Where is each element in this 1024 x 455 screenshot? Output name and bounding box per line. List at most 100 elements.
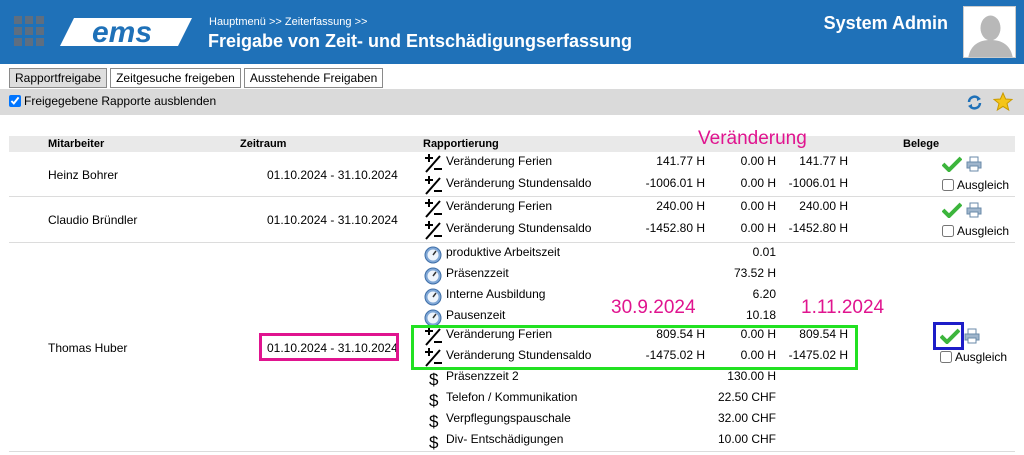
employee-name[interactable]: Thomas Huber bbox=[48, 341, 128, 355]
report-line: Interne Ausbildung 6.20 bbox=[420, 285, 860, 306]
line-label: Telefon / Kommunikation bbox=[446, 390, 578, 404]
print-icon[interactable] bbox=[964, 328, 980, 344]
ausgleich-option[interactable]: Ausgleich bbox=[940, 350, 1007, 364]
report-line: $ Verpflegungspauschale 32.00 CHF bbox=[420, 409, 860, 430]
breadcrumb-time-tracking[interactable]: Zeiterfassung bbox=[284, 16, 352, 28]
tab-ausstehende-freigaben[interactable]: Ausstehende Freigaben bbox=[243, 68, 384, 88]
value-end: 809.54 H bbox=[799, 327, 848, 341]
ausgleich-label: Ausgleich bbox=[955, 350, 1008, 364]
breadcrumb-main-menu[interactable]: Hauptmenü bbox=[209, 16, 266, 28]
column-header-period[interactable]: Zeitraum bbox=[240, 138, 287, 150]
highlight-period-box bbox=[259, 333, 399, 361]
app-header: ems Hauptmenü >> Zeiterfassung >> Freiga… bbox=[0, 0, 1024, 64]
plus-minus-icon bbox=[425, 221, 442, 240]
annotation-date-to: 1.11.2024 bbox=[801, 297, 885, 318]
value-start: -1452.80 H bbox=[645, 221, 705, 235]
value-start: -1475.02 H bbox=[645, 348, 705, 362]
breadcrumb: Hauptmenü >> Zeiterfassung >> bbox=[209, 16, 367, 28]
approve-check-icon[interactable] bbox=[942, 156, 962, 172]
column-header-employee[interactable]: Mitarbeiter bbox=[48, 138, 105, 150]
tab-bar: Rapportfreigabe Zeitgesuche freigeben Au… bbox=[9, 68, 384, 88]
value: 10.18 bbox=[745, 308, 776, 322]
approve-check-icon[interactable] bbox=[940, 328, 960, 344]
ausgleich-checkbox[interactable] bbox=[940, 351, 952, 363]
clock-icon bbox=[424, 267, 442, 285]
svg-text:$: $ bbox=[429, 433, 439, 451]
plus-minus-icon bbox=[425, 327, 442, 346]
apps-grid-icon[interactable] bbox=[14, 16, 44, 46]
toolbar: Freigegebene Rapporte ausblenden bbox=[0, 89, 1024, 115]
value-change: 0.00 H bbox=[740, 199, 776, 213]
docs-cell: Ausgleich bbox=[942, 156, 1012, 196]
plus-minus-icon bbox=[425, 199, 442, 218]
ausgleich-label: Ausgleich bbox=[957, 224, 1010, 238]
tab-zeitgesuche-freigeben[interactable]: Zeitgesuche freigeben bbox=[110, 68, 241, 88]
hide-approved-checkbox[interactable] bbox=[9, 95, 21, 107]
line-label: Präsenzzeit 2 bbox=[446, 369, 519, 383]
value-end: -1475.02 H bbox=[788, 348, 848, 362]
value-change: 0.00 H bbox=[740, 327, 776, 341]
report-line: $ Div- Entschädigungen 10.00 CHF bbox=[420, 430, 860, 451]
breadcrumb-separator: >> bbox=[354, 16, 368, 28]
line-label: Veränderung Ferien bbox=[446, 154, 553, 168]
employee-name[interactable]: Claudio Bründler bbox=[48, 213, 138, 227]
value-end: 240.00 H bbox=[799, 199, 848, 213]
dollar-icon: $ bbox=[429, 433, 439, 451]
ausgleich-option[interactable]: Ausgleich bbox=[942, 224, 1009, 238]
clock-icon bbox=[424, 288, 442, 306]
dollar-icon: $ bbox=[429, 391, 439, 409]
avatar-silhouette-icon bbox=[964, 7, 1015, 57]
svg-text:$: $ bbox=[429, 370, 439, 388]
svg-text:$: $ bbox=[429, 412, 439, 430]
line-label: Präsenzzeit bbox=[446, 266, 509, 280]
value: 0.01 bbox=[752, 245, 776, 259]
dollar-icon: $ bbox=[429, 370, 439, 388]
refresh-icon[interactable] bbox=[966, 94, 983, 111]
docs-cell: Ausgleich bbox=[942, 202, 1012, 242]
row-divider bbox=[9, 242, 1015, 243]
value: 73.52 H bbox=[733, 266, 776, 280]
report-line: Veränderung Stundensaldo -1006.01 H 0.00… bbox=[420, 174, 860, 195]
favorite-star-icon[interactable] bbox=[993, 92, 1013, 112]
page-title: Freigabe von Zeit- und Entschädigungserf… bbox=[208, 31, 633, 51]
print-icon[interactable] bbox=[966, 156, 982, 172]
line-label: Pausenzeit bbox=[446, 308, 506, 322]
highlight-changes-box bbox=[411, 325, 858, 370]
column-header-docs[interactable]: Belege bbox=[903, 138, 940, 150]
print-icon[interactable] bbox=[966, 202, 982, 218]
annotation-date-from: 30.9.2024 bbox=[611, 297, 696, 318]
report-line: $ Telefon / Kommunikation 22.50 CHF bbox=[420, 388, 860, 409]
avatar[interactable] bbox=[963, 6, 1016, 58]
approve-check-icon[interactable] bbox=[942, 202, 962, 218]
report-line: Veränderung Ferien 240.00 H 0.00 H 240.0… bbox=[420, 197, 860, 218]
docs-cell: Ausgleich bbox=[940, 328, 1010, 368]
svg-text:$: $ bbox=[429, 391, 439, 409]
svg-text:ems: ems bbox=[92, 16, 152, 49]
value-change: 0.00 H bbox=[740, 348, 776, 362]
hide-approved-option[interactable]: Freigegebene Rapporte ausblenden bbox=[9, 94, 216, 108]
line-label: Verpflegungspauschale bbox=[446, 411, 571, 425]
value: 10.00 CHF bbox=[717, 432, 776, 446]
ems-logo[interactable]: ems bbox=[60, 14, 192, 50]
line-label: Veränderung Stundensaldo bbox=[446, 348, 592, 362]
plus-minus-icon bbox=[425, 348, 442, 367]
report-line: $ Präsenzzeit 2 130.00 H bbox=[420, 367, 860, 388]
line-label: Veränderung Ferien bbox=[446, 199, 553, 213]
ausgleich-checkbox[interactable] bbox=[942, 179, 954, 191]
ausgleich-option[interactable]: Ausgleich bbox=[942, 178, 1009, 192]
column-header-report[interactable]: Rapportierung bbox=[423, 138, 499, 150]
employee-name[interactable]: Heinz Bohrer bbox=[48, 168, 119, 182]
table-header: Mitarbeiter Zeitraum Rapportierung Beleg… bbox=[9, 136, 1015, 152]
user-name[interactable]: System Admin bbox=[823, 13, 948, 33]
value-start: -1006.01 H bbox=[645, 176, 705, 190]
tab-rapportfreigabe[interactable]: Rapportfreigabe bbox=[9, 68, 108, 88]
value: 32.00 CHF bbox=[717, 411, 776, 425]
line-label: Veränderung Stundensaldo bbox=[446, 221, 592, 235]
value: 6.20 bbox=[752, 287, 776, 301]
report-line: Präsenzzeit 73.52 H bbox=[420, 264, 860, 285]
clock-icon bbox=[424, 246, 442, 264]
value-end: -1006.01 H bbox=[788, 176, 848, 190]
hide-approved-label: Freigegebene Rapporte ausblenden bbox=[24, 94, 217, 108]
ausgleich-checkbox[interactable] bbox=[942, 225, 954, 237]
value-change: 0.00 H bbox=[740, 176, 776, 190]
